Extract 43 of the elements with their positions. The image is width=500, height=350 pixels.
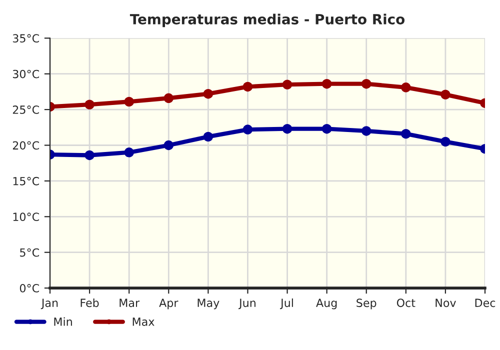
point [203,132,214,142]
y-tick-label: 10°C [13,212,39,222]
x-tick-label: Mar [120,298,140,308]
point [124,148,134,158]
legend-label: Min [54,317,72,326]
point [164,140,174,150]
point [362,78,372,89]
y-tick-label: 20°C [12,141,39,150]
y-tick-label: 35°C [12,34,39,43]
x-tick-label: Oct [396,298,416,308]
point [440,90,450,100]
point [242,82,253,92]
point [401,82,411,92]
point [84,100,94,110]
y-tick-label: 30°C [12,70,39,78]
x-tick-label: May [198,298,220,310]
x-tick-label: Dec [475,298,496,308]
x-tick-label: Aug [316,298,337,310]
y-tick-label: 25°C [12,106,39,114]
x-tick-label: Jun [238,298,256,310]
point [164,93,174,103]
x-tick-label: Jul [280,298,293,310]
y-tick-label: 15°C [13,176,39,186]
point [124,96,134,107]
point [203,88,214,99]
point [84,150,94,160]
point [440,136,450,147]
point [322,78,332,89]
y-tick-label: 5°C [20,248,39,257]
x-tick-label: Sep [356,298,376,310]
chart-title: Temperaturas medias - Puerto Rico [130,14,405,28]
y-tick-label: 0°C [20,284,39,292]
x-tick-label: Jan [40,298,58,310]
point [282,80,292,90]
point [242,124,253,134]
x-tick-label: Apr [159,298,178,310]
point [401,128,411,139]
legend-label: Max [132,318,154,326]
x-tick-label: Feb [80,298,99,308]
point [322,124,332,134]
x-tick-label: Nov [436,298,456,308]
point [282,124,292,134]
point [362,126,372,136]
